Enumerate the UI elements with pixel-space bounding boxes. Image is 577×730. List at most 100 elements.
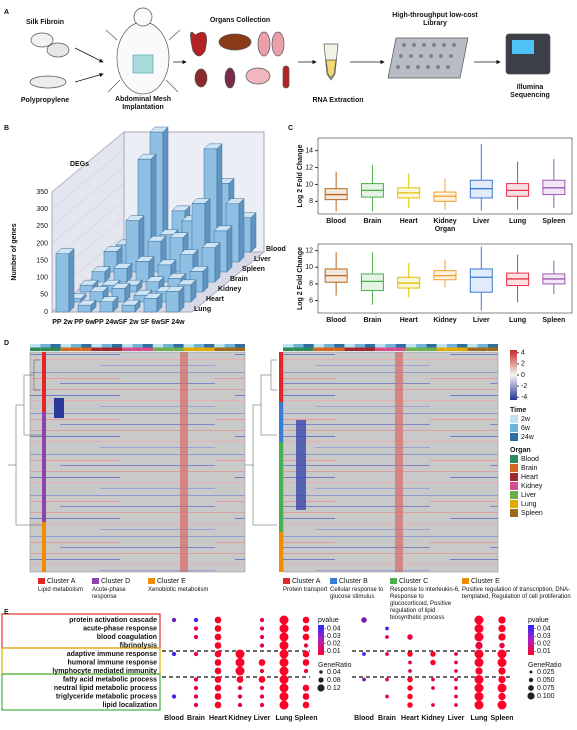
dot [385, 677, 389, 682]
legend-label: Liver [521, 492, 537, 499]
legend-label: 0.04 [327, 669, 341, 676]
cluster-name: Cluster A [47, 578, 76, 585]
x-tick-label: Kidney [228, 715, 251, 722]
time-annotation [193, 344, 205, 348]
x-tick-label: Heart [400, 317, 419, 324]
grid-line [51, 148, 125, 210]
x-tick-label: Blood [326, 218, 346, 225]
x-tick-label: Heart [401, 715, 420, 722]
time-annotation [122, 344, 133, 348]
y-tick-label: 10 [305, 181, 313, 188]
colorbar-label: 0.02 [537, 641, 551, 648]
y-tick-label: 200 [36, 240, 48, 247]
colorbar-label: 0.03 [537, 633, 551, 640]
legend-swatch [510, 482, 518, 490]
dot [497, 700, 507, 710]
dot [302, 616, 310, 624]
x-tick-label: Lung [509, 317, 526, 324]
dot [408, 669, 412, 673]
dot [498, 633, 506, 641]
term-label: protein activation cascade [69, 617, 157, 624]
legend-label: 0.075 [537, 685, 555, 692]
cluster-name: Cluster B [339, 578, 368, 585]
dot [454, 677, 458, 682]
colorbar-label: -2 [521, 383, 527, 390]
axis-title: Log 2 Fold Change [297, 247, 304, 310]
bar-side [126, 262, 133, 283]
organ-annotation [446, 347, 458, 351]
dot [302, 625, 310, 632]
x-tick-label: PP 2w [52, 319, 73, 326]
term-label: neutral lipid metabolic process [54, 685, 157, 692]
dot [474, 632, 484, 642]
dot [362, 652, 366, 656]
dot [237, 685, 243, 691]
x-tick-label: Lung [470, 715, 487, 722]
time-annotation [183, 344, 194, 348]
row-label: Blood [266, 246, 286, 253]
bar [165, 291, 180, 313]
dot [407, 676, 413, 683]
time-annotation [224, 344, 235, 348]
organ-annotation [111, 347, 123, 351]
panel-label: D [4, 340, 9, 347]
time-annotation [214, 344, 225, 348]
organ-annotation [173, 347, 184, 351]
x-tick-label: PP 24w [94, 319, 119, 326]
dot [193, 617, 199, 623]
legend-label: Kidney [521, 483, 543, 490]
panel-label: A [4, 9, 9, 16]
x-tick-label: PP 6w [74, 319, 95, 326]
legend-title: Time [510, 407, 526, 414]
y-tick-label: 50 [40, 292, 48, 299]
colorbar [318, 625, 324, 655]
time-annotation [204, 344, 215, 348]
cluster-name: Cluster D [101, 578, 130, 585]
cluster-swatch [390, 578, 397, 584]
x-tick-label: Heart [209, 715, 228, 722]
organ-annotation [436, 347, 447, 351]
time-annotation [426, 344, 437, 348]
legend-title: Organ [510, 447, 531, 454]
colorbar-label: 2 [521, 361, 525, 368]
dot [214, 676, 222, 683]
time-annotation [467, 344, 478, 348]
dot [498, 624, 506, 633]
x-tick-label: Spleen [542, 317, 565, 324]
x-tick-label: SF 24w [160, 319, 185, 326]
organ-annotation [101, 347, 112, 351]
colorbar-label: 0.01 [327, 648, 341, 655]
dot [385, 635, 389, 639]
dot [475, 641, 483, 650]
dot [237, 702, 243, 708]
dot [259, 668, 265, 674]
x-tick-label: SF 6w [140, 319, 161, 326]
term-label: lipid localization [103, 702, 157, 709]
term-label: lymphocyte mediated immunity [52, 668, 157, 675]
organ-annotation [426, 347, 437, 351]
bar-side [68, 248, 75, 313]
legend-label: Heart [521, 474, 538, 481]
bar-side [238, 198, 245, 263]
x-tick-label: Blood [354, 715, 374, 722]
x-tick-label: Kidney [433, 317, 456, 324]
step-label: RNA Extraction [312, 97, 363, 104]
time-annotation [132, 344, 143, 348]
dot [193, 677, 199, 682]
dot [214, 633, 222, 641]
y-tick-label: 100 [36, 275, 48, 282]
dot [408, 660, 412, 665]
size-key [318, 677, 324, 683]
legend-swatch [510, 509, 518, 517]
dot [236, 676, 244, 683]
term-label: fatty acid metabolic process [63, 676, 157, 683]
bar [121, 304, 136, 313]
step-label: Organs Collection [210, 17, 270, 24]
legend-swatch [510, 473, 518, 481]
dot [497, 683, 507, 693]
dot [171, 617, 177, 623]
legend-label: Brain [521, 465, 537, 472]
dot [279, 624, 289, 633]
y-tick-label: 12 [305, 247, 313, 254]
